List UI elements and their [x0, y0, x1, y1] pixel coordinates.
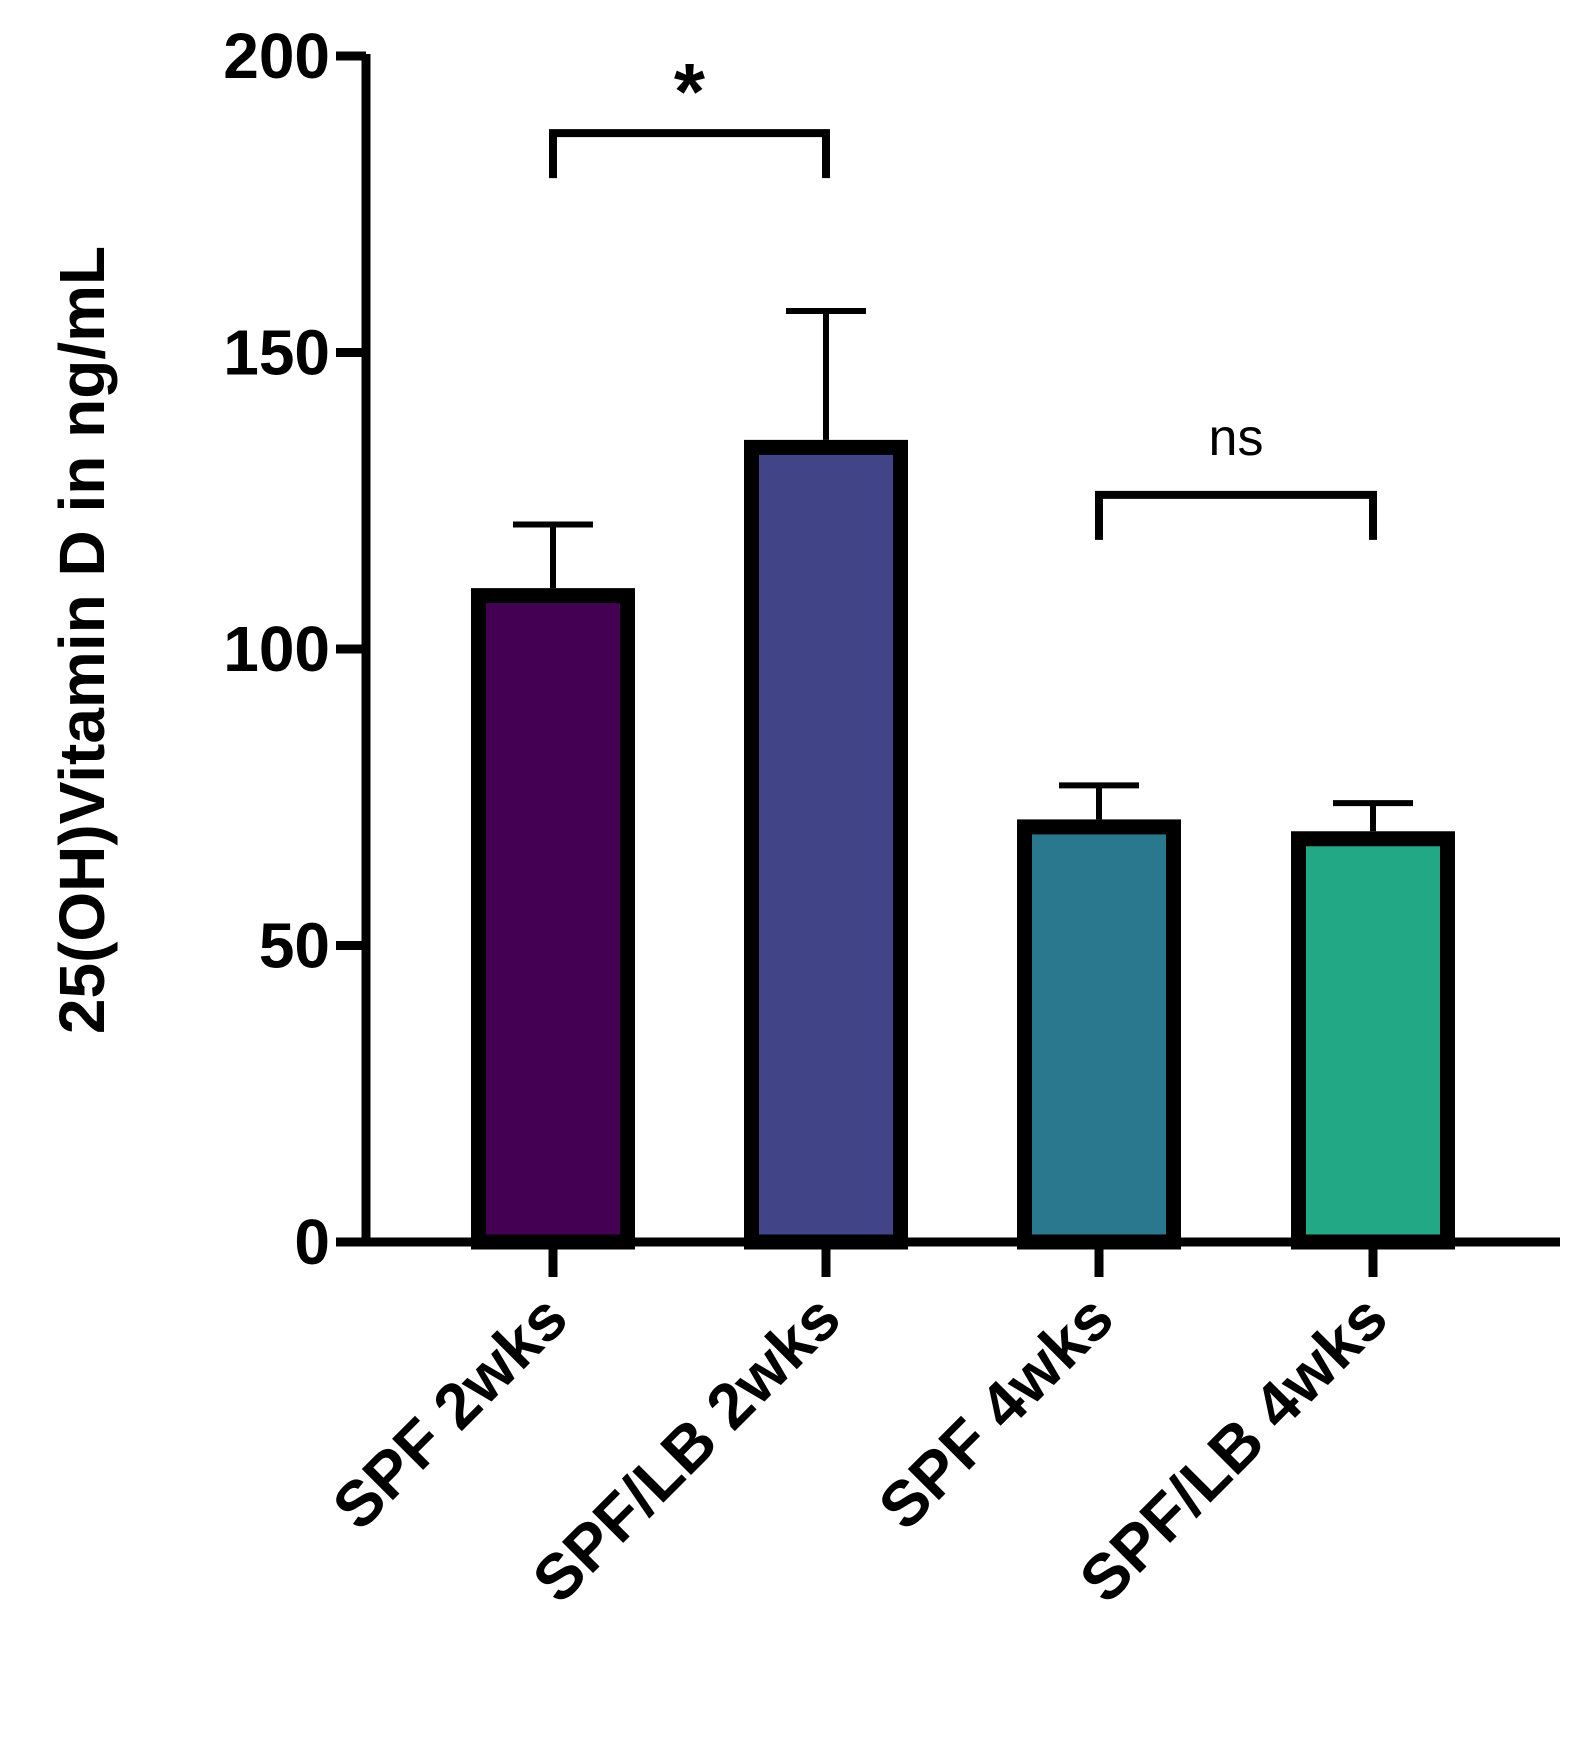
y-axis-label: 25(OH)Vitamin D in ng/mL	[46, 246, 118, 1034]
bar	[1017, 819, 1181, 1250]
significance-label: ns	[1209, 409, 1264, 467]
significance-bracket	[1095, 490, 1377, 540]
x-tick-label: SPF 4wks	[865, 1281, 1127, 1543]
significance-label: *	[674, 47, 706, 136]
y-tick-label: 200	[223, 20, 330, 92]
bar	[744, 439, 908, 1250]
x-tick-label: SPF 2wks	[319, 1281, 581, 1543]
bar	[471, 588, 635, 1250]
y-tick-label: 50	[259, 910, 330, 982]
y-tick-label: 100	[223, 613, 330, 685]
bar	[1291, 831, 1455, 1250]
y-tick-label: 0	[294, 1206, 330, 1278]
significance-bracket	[549, 129, 830, 179]
y-tick-label: 150	[223, 317, 330, 389]
